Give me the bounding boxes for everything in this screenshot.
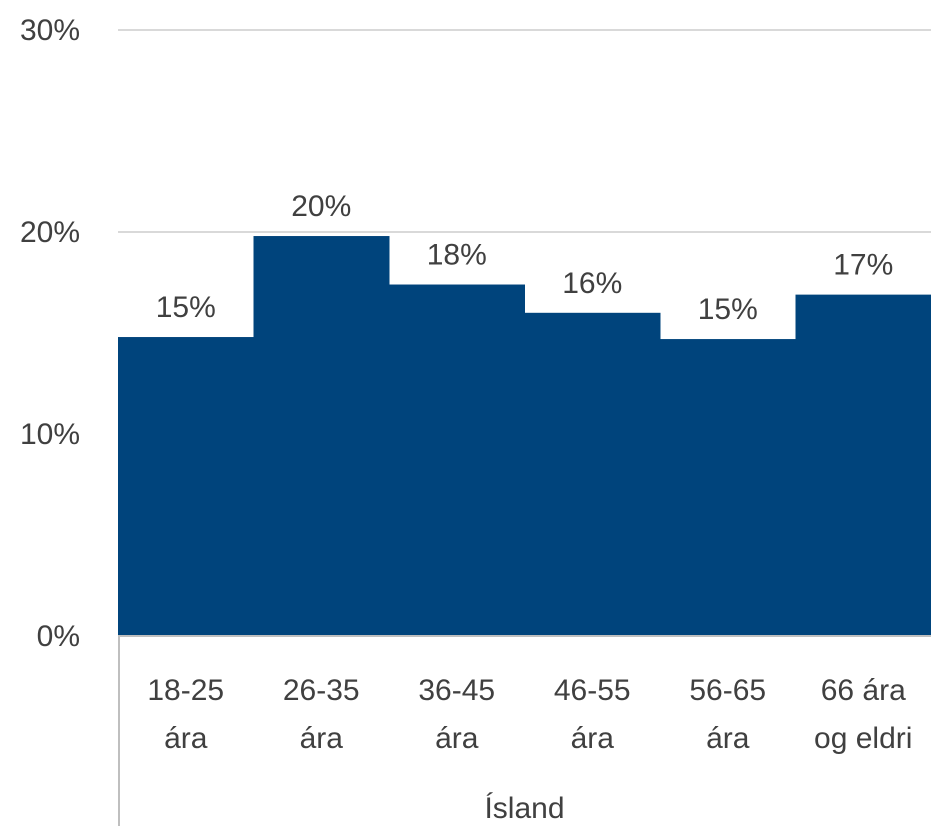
x-tick-label: ára [164, 722, 208, 755]
data-label: 20% [291, 190, 351, 223]
x-tick-label: 26-35 [283, 674, 360, 707]
x-tick-label: ára [435, 722, 479, 755]
x-tick-label: ára [706, 722, 750, 755]
x-tick-label: 18-25 [147, 674, 224, 707]
bar [118, 337, 254, 636]
x-group-label: Ísland [484, 792, 564, 825]
bar [795, 294, 931, 636]
bar [524, 312, 661, 636]
x-tick-label: ára [571, 722, 615, 755]
x-tick-label: 36-45 [418, 674, 495, 707]
y-tick-label: 20% [20, 216, 80, 249]
x-tick-label: 46-55 [554, 674, 631, 707]
axes [118, 635, 931, 826]
data-label: 17% [833, 249, 893, 282]
bars [118, 236, 931, 637]
data-label: 18% [427, 239, 487, 272]
y-tick-label: 0% [37, 620, 80, 653]
x-tick-label: 56-65 [689, 674, 766, 707]
bar [660, 339, 796, 636]
x-tick-label: ára [300, 722, 344, 755]
y-tick-label: 10% [20, 418, 80, 451]
bar [389, 284, 525, 636]
x-tick-label: og eldri [814, 722, 912, 755]
x-tick-label: 66 ára [821, 674, 906, 707]
labels: 0% 10% 20% 30% 15% 18-25 ára 20% 26-35 ára 18% 36-4… [20, 14, 913, 825]
y-tick-label: 30% [20, 14, 80, 47]
data-label: 15% [156, 291, 216, 324]
data-label: 15% [698, 293, 758, 326]
bar [253, 236, 390, 637]
data-label: 16% [562, 267, 622, 300]
